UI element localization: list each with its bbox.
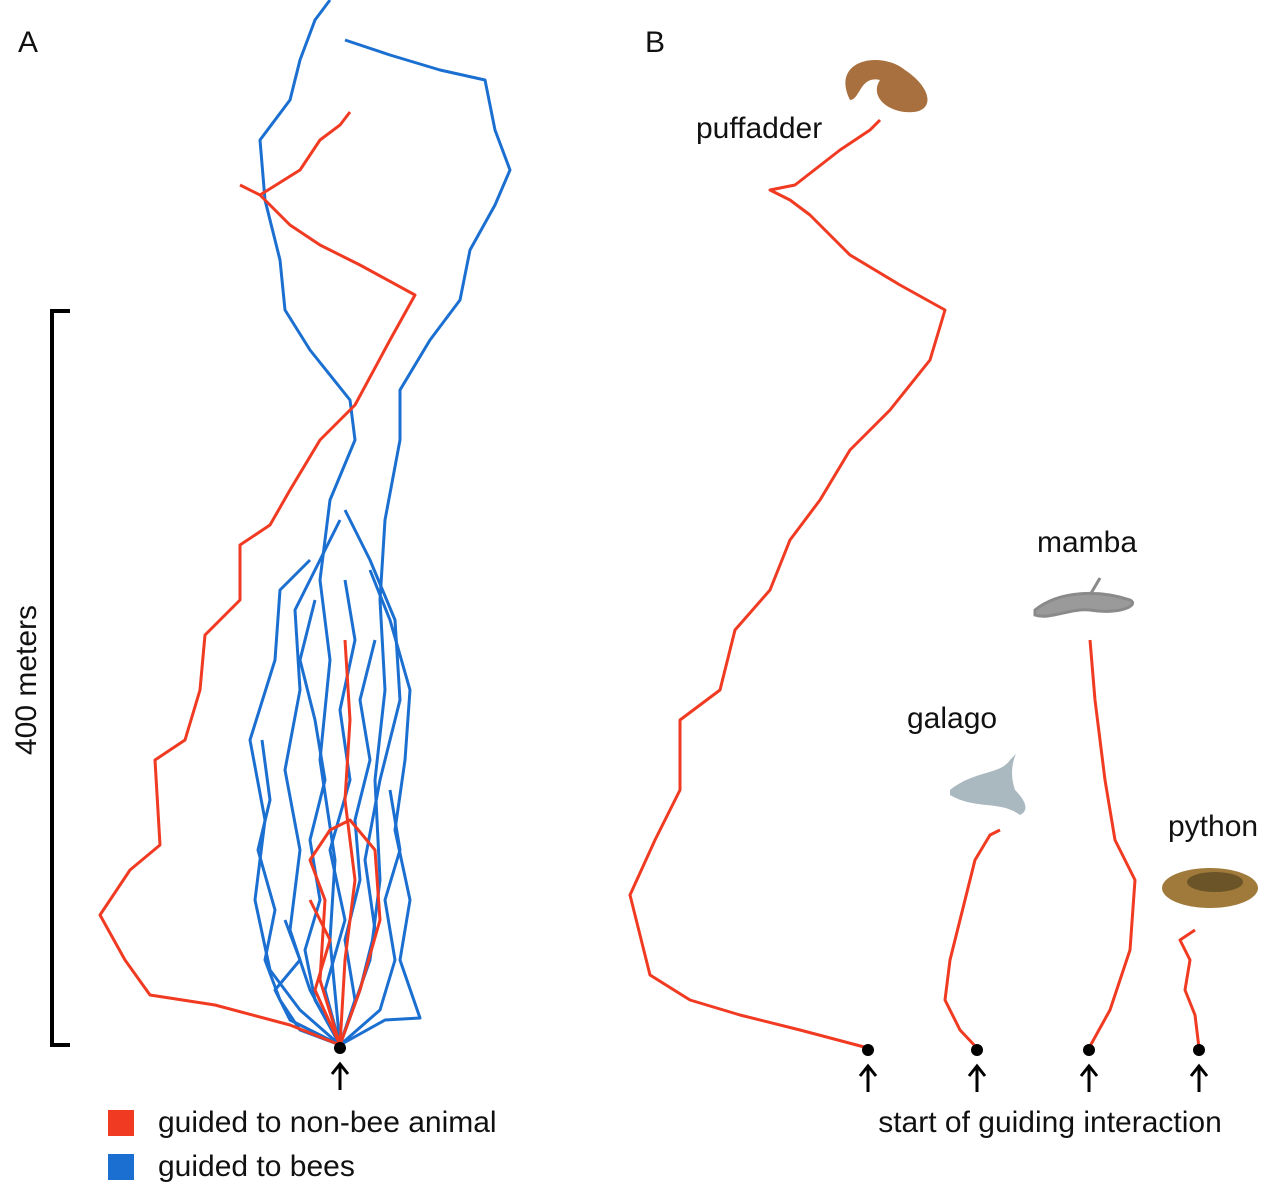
animal-icons	[845, 60, 1258, 908]
bee-tracks	[248, 0, 512, 1047]
mamba-track	[1087, 639, 1137, 1049]
legend-swatch	[108, 1110, 134, 1136]
animal-label: mamba	[1037, 526, 1137, 559]
legend-label: guided to bees	[158, 1150, 355, 1183]
panel-label: B	[645, 26, 665, 59]
panel-label: A	[18, 26, 38, 59]
start-arrow	[330, 1061, 350, 1090]
start-points	[858, 1044, 1209, 1092]
animal-label: puffadder	[696, 112, 822, 145]
animal-label: galago	[907, 702, 997, 735]
galago-track	[943, 828, 1001, 1050]
scale-bar	[50, 309, 70, 1047]
legend-swatch	[108, 1154, 134, 1180]
legend-label: guided to non-bee animal	[158, 1106, 497, 1139]
puffadder-track	[628, 118, 947, 1050]
start-point	[334, 1042, 346, 1054]
animal-label: python	[1168, 810, 1258, 843]
scale-label: 400 meters	[10, 605, 43, 755]
python-track	[1178, 928, 1201, 1049]
caption: start of guiding interaction	[878, 1106, 1222, 1139]
non-bee-tracks	[98, 111, 417, 1047]
